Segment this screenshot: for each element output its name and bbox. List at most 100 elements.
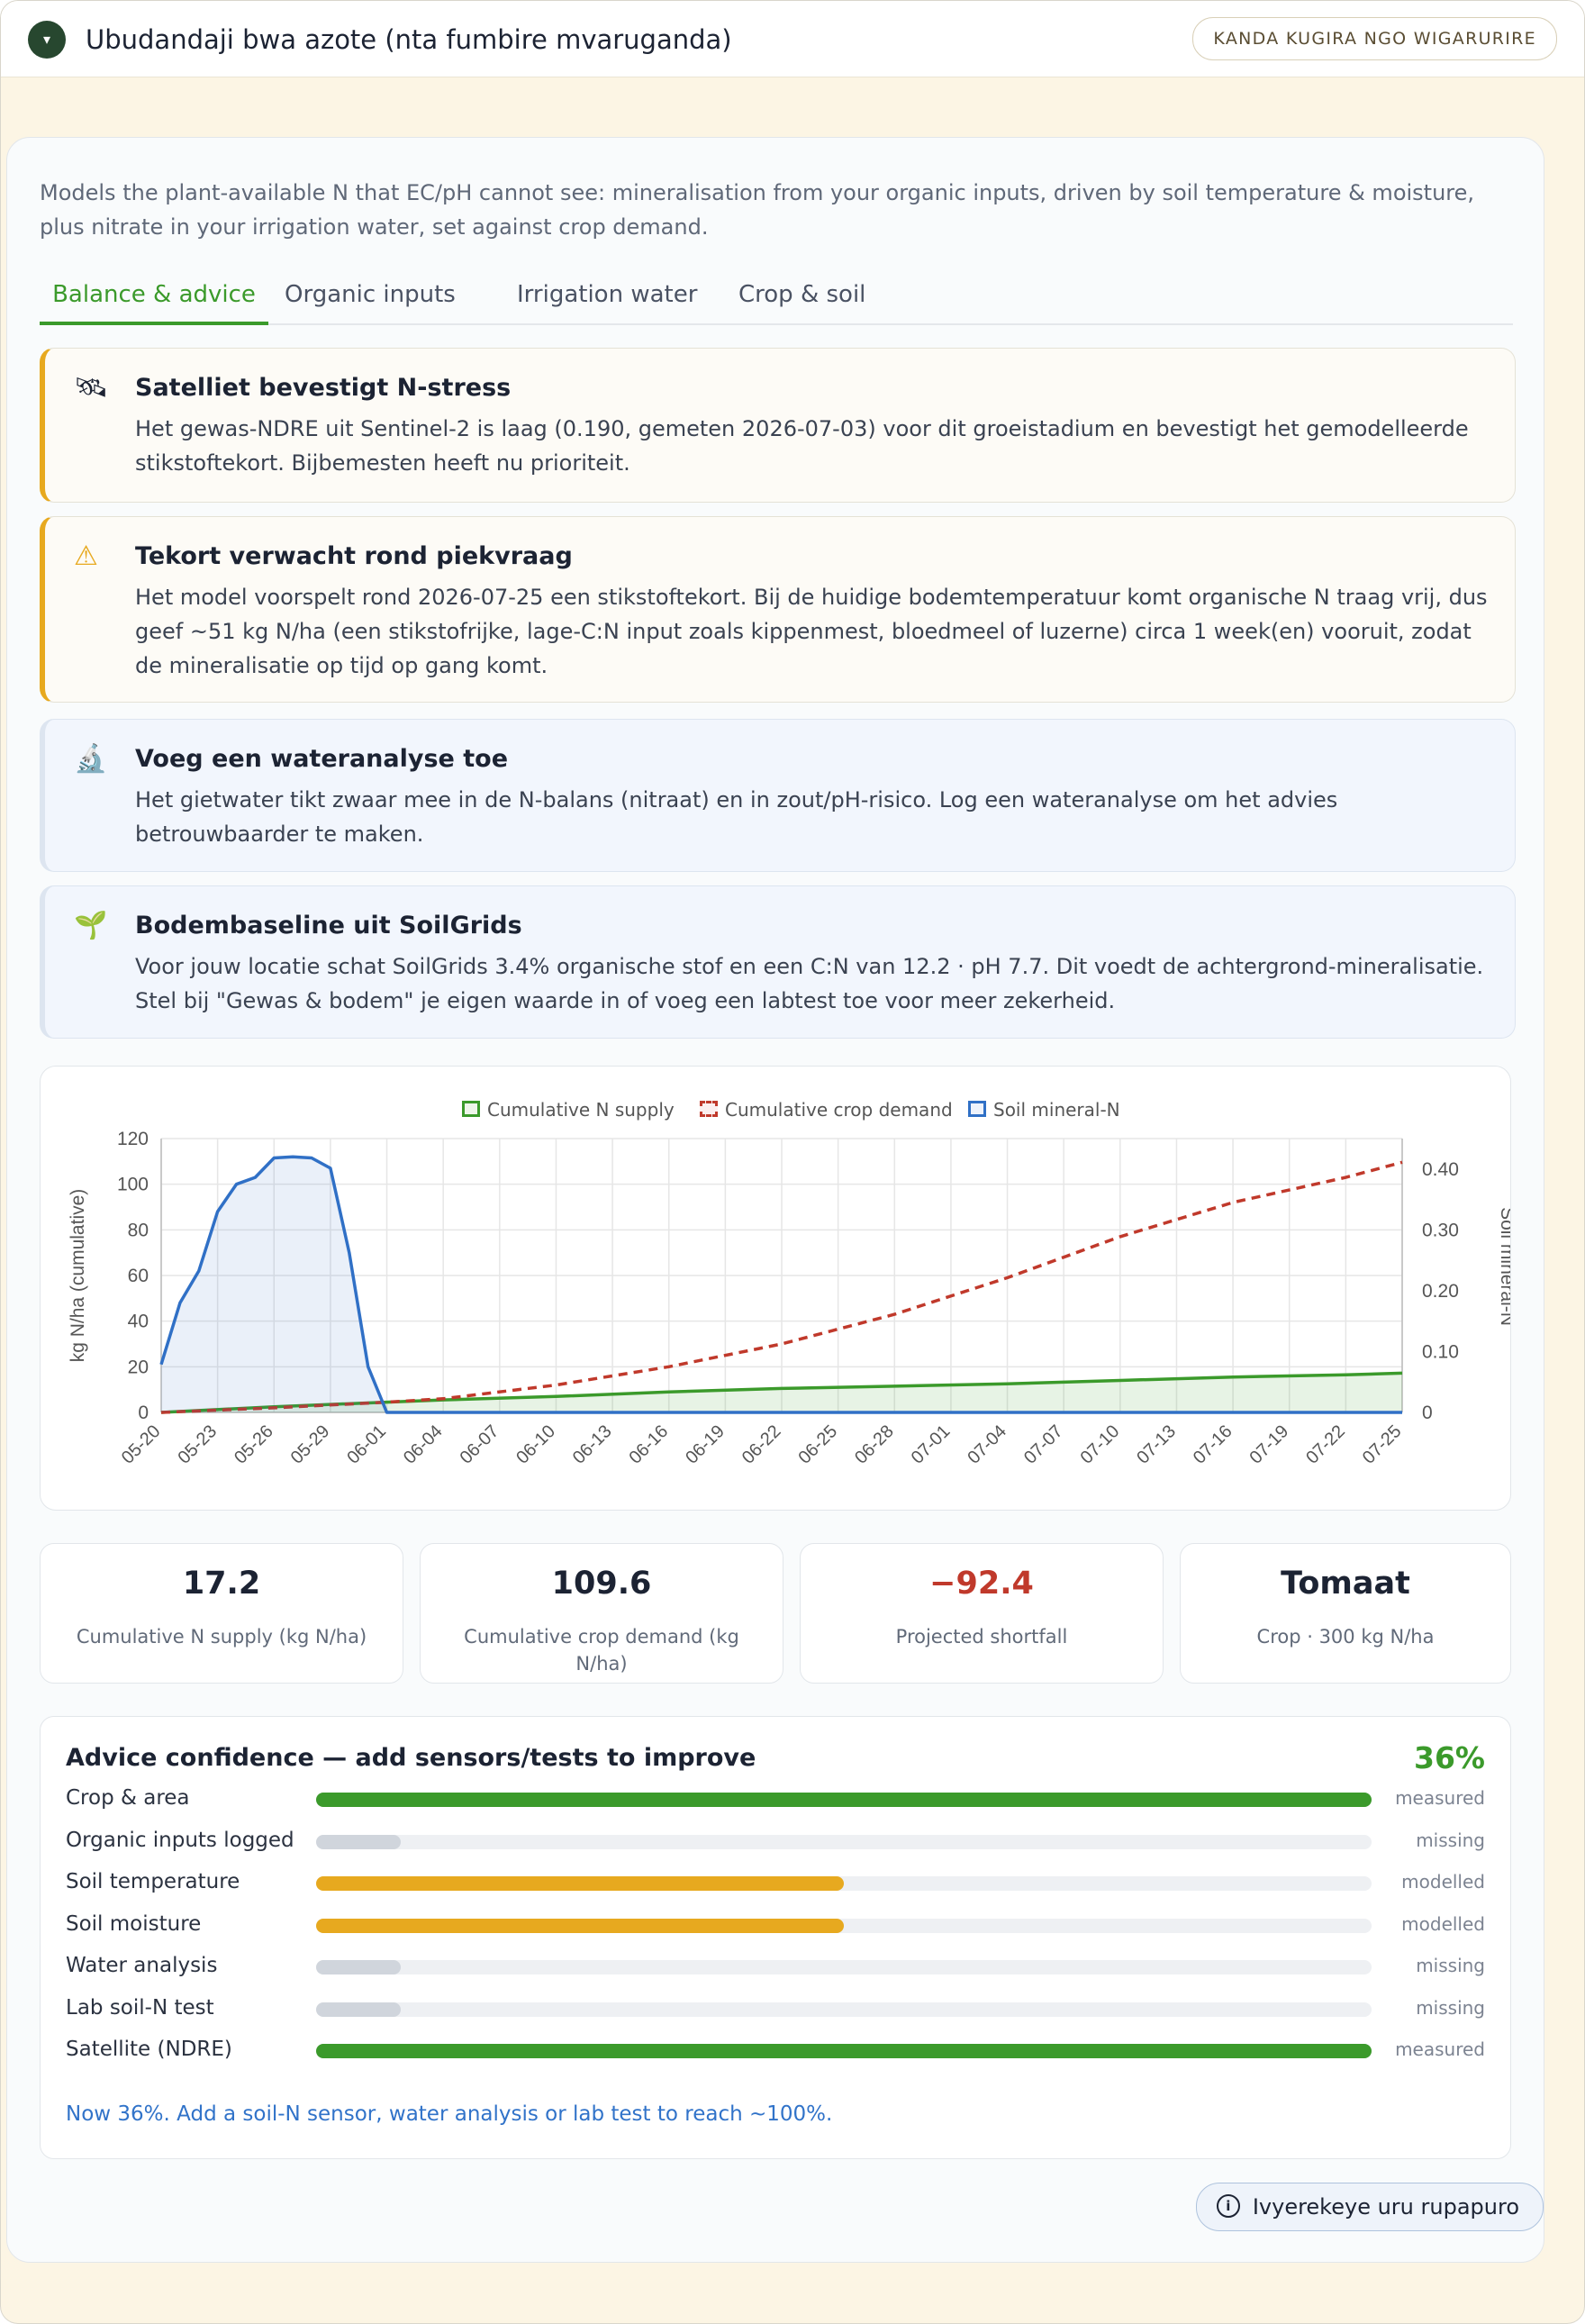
advice-confidence-panel: Advice confidence — add sensors/tests to…: [40, 1716, 1511, 2159]
tab-balance-advice[interactable]: Balance & advice: [40, 271, 268, 325]
tab-irrigation-water[interactable]: Irrigation water: [517, 281, 698, 308]
series-area-cumulative-n-supply: [161, 1373, 1402, 1412]
stat-label: Cumulative N supply (kg N/ha): [76, 1626, 367, 1648]
series-area-soil-mineral-n: [161, 1157, 1402, 1412]
legend-swatch-mineral-n[interactable]: [968, 1101, 986, 1117]
y-tick-label: 60: [128, 1266, 149, 1286]
confidence-row: Soil temperature modelled: [66, 1864, 1485, 1900]
confidence-row: Satellite (NDRE) measured: [66, 2031, 1485, 2067]
alert-title: Satelliet bevestigt N-stress: [135, 374, 512, 402]
series-line-cumulative-n-supply: [160, 1371, 1403, 1414]
x-tick-label: 06-07: [457, 1421, 503, 1468]
collapse-toggle-icon[interactable]: ▾: [28, 21, 66, 59]
y-tick-label: 120: [117, 1129, 149, 1149]
y2-tick-label: 0.20: [1422, 1281, 1459, 1302]
x-tick-label: 07-19: [1246, 1421, 1293, 1468]
confidence-percent: 36%: [1414, 1740, 1485, 1775]
stat-label: Cumulative crop demand (kg N/ha): [464, 1626, 739, 1675]
confidence-row: Crop & area measured: [66, 1780, 1485, 1816]
stat-value: Tomaat: [1281, 1566, 1410, 1602]
y-tick-label: 20: [128, 1357, 149, 1377]
x-tick-label: 06-16: [626, 1421, 673, 1468]
confidence-row: Organic inputs logged missing: [66, 1822, 1485, 1858]
alert-body: Voor jouw locatie schat SoilGrids 3.4% o…: [135, 954, 1484, 1013]
legend-label-mineral-n[interactable]: Soil mineral-N: [993, 1099, 1120, 1121]
confidence-bar-fill: [316, 2002, 401, 2017]
confidence-row: Lab soil-N test missing: [66, 1990, 1485, 2026]
x-tick-label: 06-19: [682, 1421, 729, 1468]
legend-swatch-supply[interactable]: [462, 1101, 480, 1117]
confidence-row-status: modelled: [1401, 1871, 1485, 1893]
stat-label: Crop · 300 kg N/ha: [1256, 1626, 1435, 1648]
alert-title: Tekort verwacht rond piekvraag: [135, 542, 573, 570]
y2-tick-label: 0.40: [1422, 1159, 1459, 1180]
stat-cumulative-supply: 17.2 Cumulative N supply (kg N/ha): [40, 1543, 403, 1684]
stat-crop: Tomaat Crop · 300 kg N/ha: [1180, 1543, 1511, 1684]
x-tick-label: 07-01: [908, 1421, 955, 1468]
stat-cumulative-demand: 109.6 Cumulative crop demand (kg N/ha): [420, 1543, 783, 1684]
take-control-button[interactable]: KANDA KUGIRA NGO WIGARURIRE: [1192, 17, 1557, 60]
x-tick-label: 07-04: [964, 1421, 1010, 1468]
x-tick-label: 05-23: [174, 1421, 221, 1468]
n-balance-chart: Cumulative N supply Cumulative crop dema…: [40, 1066, 1511, 1511]
confidence-row-label: Satellite (NDRE): [66, 2038, 232, 2061]
alert-add-water-analysis: 🔬 Voeg een wateranalyse toe Het gietwate…: [40, 719, 1516, 872]
confidence-row: Water analysis missing: [66, 1947, 1485, 1984]
legend-label-demand[interactable]: Cumulative crop demand: [725, 1099, 953, 1121]
x-tick-label: 07-07: [1020, 1421, 1067, 1468]
x-tick-label: 05-26: [231, 1421, 277, 1468]
confidence-bar-fill: [316, 2044, 1372, 2058]
panel-title: Ubudandaji bwa azote (nta fumbire mvarug…: [86, 24, 732, 55]
confidence-row-label: Water analysis: [66, 1954, 218, 1977]
confidence-row-status: missing: [1416, 1955, 1485, 1976]
alert-title: Voeg een wateranalyse toe: [135, 745, 509, 773]
y2-tick-label: 0.10: [1422, 1341, 1459, 1362]
confidence-bar-track: [316, 2002, 1372, 2017]
stat-value: 109.6: [551, 1566, 652, 1602]
alert-satellite-n-stress: 🛰 Satelliet bevestigt N-stress Het gewas…: [40, 348, 1516, 503]
about-page-button[interactable]: i Ivyerekeye uru rupapuro: [1195, 2183, 1544, 2231]
alert-body: Het model voorspelt rond 2026-07-25 een …: [135, 585, 1488, 678]
panel-header[interactable]: ▾ Ubudandaji bwa azote (nta fumbire mvar…: [1, 1, 1584, 77]
stat-projected-shortfall: −92.4 Projected shortfall: [800, 1543, 1164, 1684]
alert-body: Het gietwater tikt zwaar mee in de N-bal…: [135, 787, 1338, 847]
alert-soilgrids-baseline: 🌱 Bodembaseline uit SoilGrids Voor jouw …: [40, 885, 1516, 1039]
y2-tick-label: 0.30: [1422, 1220, 1459, 1240]
y-tick-label: 0: [138, 1403, 149, 1423]
tab-crop-soil[interactable]: Crop & soil: [738, 281, 866, 308]
confidence-bar-fill: [316, 1834, 401, 1849]
x-tick-label: 07-25: [1359, 1421, 1406, 1468]
x-tick-label: 07-16: [1190, 1421, 1236, 1468]
y-tick-label: 100: [117, 1175, 149, 1195]
confidence-row-label: Crop & area: [66, 1786, 190, 1810]
intro-text: Models the plant-available N that EC/pH …: [40, 180, 1475, 240]
x-tick-label: 06-22: [738, 1421, 785, 1468]
series-line-soil-mineral-n: [159, 1155, 1402, 1414]
y-tick-label: 40: [128, 1312, 149, 1332]
confidence-bar-track: [316, 1960, 1372, 1974]
x-tick-label: 07-22: [1302, 1421, 1349, 1468]
x-tick-label: 07-10: [1077, 1421, 1124, 1468]
legend-swatch-demand[interactable]: [700, 1101, 718, 1117]
confidence-row-label: Soil moisture: [66, 1911, 202, 1936]
confidence-row-status: modelled: [1401, 1912, 1485, 1935]
x-tick-label: 05-29: [287, 1421, 334, 1468]
confidence-bar-fill: [316, 1960, 401, 1974]
confidence-row: Soil moisture modelled: [66, 1906, 1485, 1942]
info-icon: i: [1216, 2194, 1240, 2218]
y-axis-title: kg N/ha (cumulative): [68, 1189, 88, 1363]
confidence-row-status: measured: [1395, 1787, 1485, 1809]
confidence-bar-track: [316, 1793, 1372, 1807]
satellite-icon: 🛰: [74, 372, 109, 404]
confidence-bar-track: [316, 1876, 1372, 1891]
x-tick-label: 06-10: [512, 1421, 559, 1468]
alert-title: Bodembaseline uit SoilGrids: [135, 912, 522, 940]
x-tick-label: 06-01: [343, 1421, 390, 1468]
legend-label-supply[interactable]: Cumulative N supply: [487, 1099, 675, 1121]
x-tick-label: 06-25: [794, 1421, 841, 1468]
confidence-bar-track: [316, 1834, 1372, 1849]
tab-organic-inputs[interactable]: Organic inputs: [285, 281, 456, 308]
content-card: Models the plant-available N that EC/pH …: [6, 137, 1544, 2263]
stat-label: Projected shortfall: [895, 1626, 1068, 1648]
